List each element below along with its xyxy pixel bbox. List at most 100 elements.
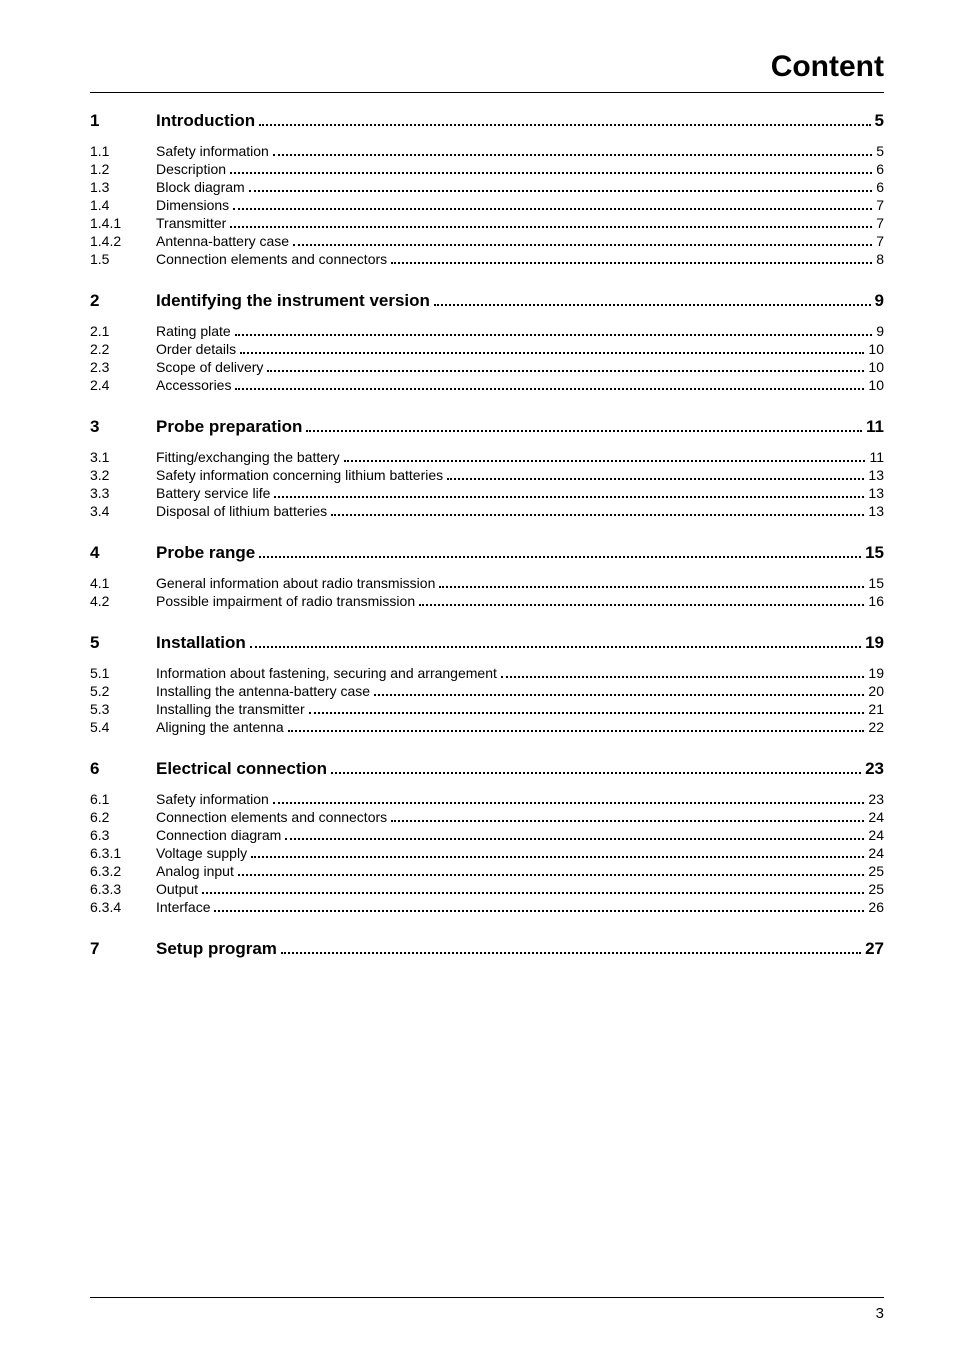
- toc-entry-title-wrap: Safety information concerning lithium ba…: [156, 467, 868, 483]
- toc-entry-title: Aligning the antenna: [156, 719, 284, 735]
- toc-leader-dots: [374, 694, 864, 696]
- toc-entry-row: 3.2Safety information concerning lithium…: [90, 467, 884, 483]
- toc-entry-title: Fitting/exchanging the battery: [156, 449, 340, 465]
- toc-entry-page: 5: [875, 111, 884, 131]
- toc-entry-row: 2.3Scope of delivery10: [90, 359, 884, 375]
- toc-entry-title: Dimensions: [156, 197, 229, 213]
- toc-entry-title: Description: [156, 161, 226, 177]
- toc-entry-row: 4.1General information about radio trans…: [90, 575, 884, 591]
- toc-entry-title: Information about fastening, securing an…: [156, 665, 497, 681]
- toc-entry-row: 2.1Rating plate9: [90, 323, 884, 339]
- toc-leader-dots: [240, 352, 864, 354]
- toc-entry-page: 10: [868, 359, 884, 375]
- toc-leader-dots: [501, 676, 865, 678]
- toc-leader-dots: [274, 496, 864, 498]
- toc-entry-title-wrap: Description: [156, 161, 876, 177]
- toc-entry-row: 6.3Connection diagram24: [90, 827, 884, 843]
- toc-leader-dots: [251, 856, 864, 858]
- toc-entry-page: 24: [868, 809, 884, 825]
- toc-leader-dots: [202, 892, 864, 894]
- toc-entry-row: 1.4.2Antenna-battery case7: [90, 233, 884, 249]
- toc-entry-page: 16: [868, 593, 884, 609]
- toc-chapter-row: 6Electrical connection23: [90, 759, 884, 779]
- toc-entry-title-wrap: Order details: [156, 341, 868, 357]
- toc-entry-row: 4.2Possible impairment of radio transmis…: [90, 593, 884, 609]
- toc-entry-page: 19: [865, 633, 884, 653]
- toc-leader-dots: [238, 874, 865, 876]
- toc-entry-title-wrap: Installing the transmitter: [156, 701, 868, 717]
- toc-entry-number: 4: [90, 543, 156, 563]
- toc-entry-number: 6.1: [90, 791, 156, 807]
- toc-leader-dots: [233, 208, 872, 210]
- toc-leader-dots: [273, 802, 865, 804]
- toc-entry-page: 10: [868, 341, 884, 357]
- toc-entry-title-wrap: Connection diagram: [156, 827, 868, 843]
- toc-entry-page: 25: [868, 881, 884, 897]
- toc-entry-title: General information about radio transmis…: [156, 575, 435, 591]
- toc-leader-dots: [250, 646, 861, 648]
- toc-entry-title: Transmitter: [156, 215, 226, 231]
- toc-entry-number: 1.2: [90, 161, 156, 177]
- toc-entry-row: 3.1Fitting/exchanging the battery11: [90, 449, 884, 465]
- toc-entry-number: 4.1: [90, 575, 156, 591]
- toc-entry-number: 6.3.3: [90, 881, 156, 897]
- toc-entry-title-wrap: Rating plate: [156, 323, 876, 339]
- toc-entry-page: 15: [868, 575, 884, 591]
- toc-entry-number: 3.2: [90, 467, 156, 483]
- toc-entry-title-wrap: Scope of delivery: [156, 359, 868, 375]
- toc-entry-title: Rating plate: [156, 323, 231, 339]
- toc-entry-title: Antenna-battery case: [156, 233, 289, 249]
- toc-leader-dots: [391, 820, 864, 822]
- title-underline: [90, 92, 884, 93]
- toc-entry-page: 23: [865, 759, 884, 779]
- toc-entry-number: 4.2: [90, 593, 156, 609]
- toc-entry-title-wrap: Antenna-battery case: [156, 233, 876, 249]
- toc-entry-page: 26: [868, 899, 884, 915]
- toc-entry-row: 5.4Aligning the antenna22: [90, 719, 884, 735]
- toc-entry-title-wrap: Identifying the instrument version: [156, 291, 875, 311]
- toc-entry-title: Possible impairment of radio transmissio…: [156, 593, 415, 609]
- toc-entry-number: 1: [90, 111, 156, 131]
- toc-leader-dots: [288, 730, 865, 732]
- toc-entry-row: 1.4.1Transmitter7: [90, 215, 884, 231]
- toc-entry-number: 3.1: [90, 449, 156, 465]
- toc-entry-title-wrap: Safety information: [156, 143, 876, 159]
- toc-entry-title: Analog input: [156, 863, 234, 879]
- toc-entry-number: 5.3: [90, 701, 156, 717]
- toc-entry-number: 6.3.1: [90, 845, 156, 861]
- toc-entry-page: 10: [868, 377, 884, 393]
- toc-entry-title-wrap: Information about fastening, securing an…: [156, 665, 868, 681]
- toc-entry-number: 3.3: [90, 485, 156, 501]
- toc-entry-row: 6.3.3Output25: [90, 881, 884, 897]
- toc-leader-dots: [259, 124, 870, 126]
- toc-entry-page: 5: [876, 143, 884, 159]
- toc-entry-title: Safety information concerning lithium ba…: [156, 467, 443, 483]
- toc-entry-number: 2: [90, 291, 156, 311]
- toc-entry-title: Order details: [156, 341, 236, 357]
- toc-entry-row: 2.4Accessories10: [90, 377, 884, 393]
- toc-entry-title-wrap: Connection elements and connectors: [156, 251, 876, 267]
- toc-entry-title-wrap: Possible impairment of radio transmissio…: [156, 593, 868, 609]
- toc-entry-row: 6.1Safety information23: [90, 791, 884, 807]
- toc-entry-page: 7: [876, 215, 884, 231]
- toc-entry-number: 1.5: [90, 251, 156, 267]
- toc-entry-number: 2.1: [90, 323, 156, 339]
- toc-entry-title: Interface: [156, 899, 210, 915]
- toc-entry-title: Safety information: [156, 791, 269, 807]
- toc-entry-title: Introduction: [156, 111, 255, 131]
- toc-entry-number: 1.3: [90, 179, 156, 195]
- toc-leader-dots: [259, 556, 861, 558]
- toc-entry-title-wrap: General information about radio transmis…: [156, 575, 868, 591]
- toc-entry-title-wrap: Probe range: [156, 543, 865, 563]
- toc-leader-dots: [235, 334, 872, 336]
- toc-entry-title: Installation: [156, 633, 246, 653]
- toc-entry-title: Disposal of lithium batteries: [156, 503, 327, 519]
- page-title: Content: [90, 50, 884, 84]
- toc-entry-title: Voltage supply: [156, 845, 247, 861]
- toc-entry-title: Installing the antenna-battery case: [156, 683, 370, 699]
- toc-entry-page: 13: [868, 503, 884, 519]
- toc-entry-number: 5.2: [90, 683, 156, 699]
- toc-leader-dots: [439, 586, 864, 588]
- toc-entry-page: 15: [865, 543, 884, 563]
- toc-entry-page: 24: [868, 845, 884, 861]
